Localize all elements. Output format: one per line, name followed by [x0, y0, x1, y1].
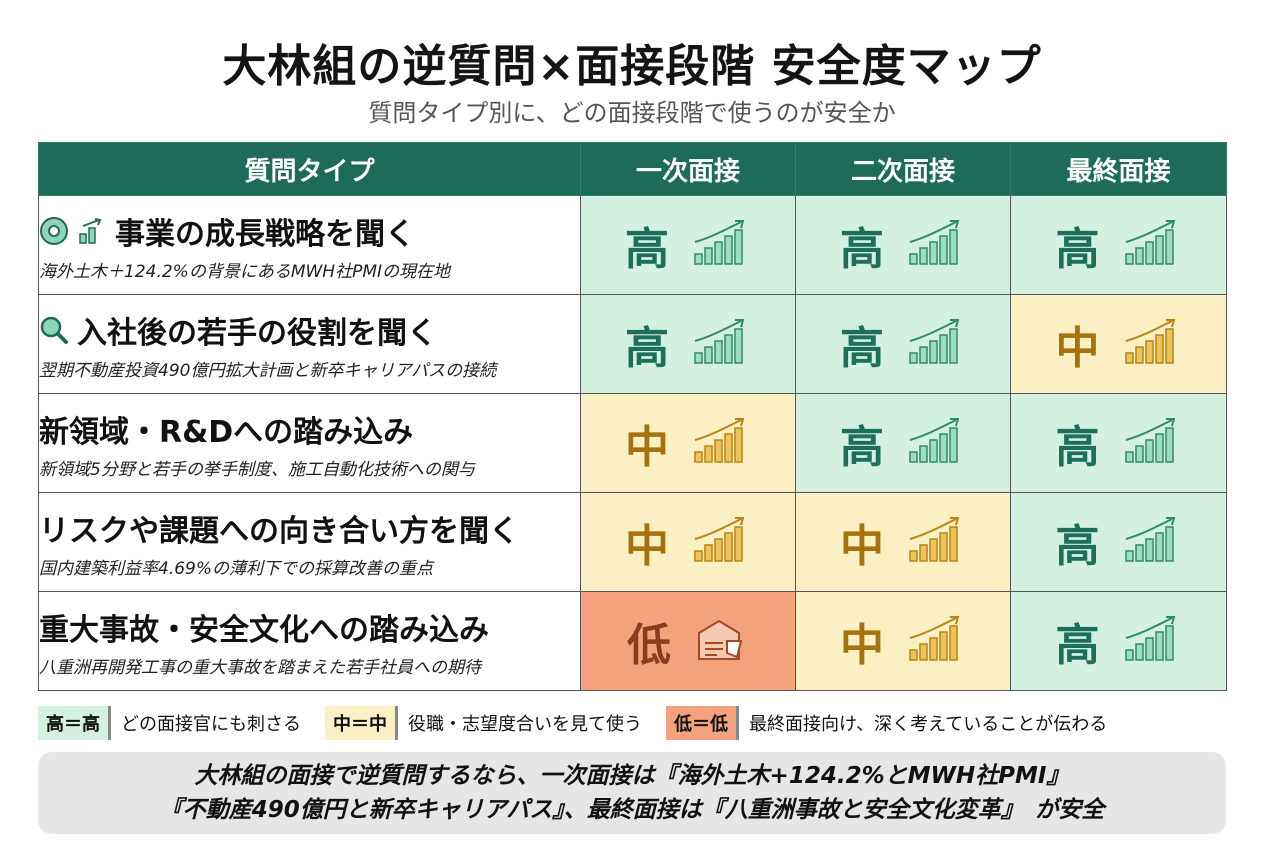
bar-chart-icon: [691, 317, 751, 371]
level-label: 中: [625, 422, 669, 473]
level-cell-second: 高: [795, 393, 1011, 493]
question-detail: 海外土木＋124.2%の背景にあるMWH社PMIの現在地: [39, 261, 451, 282]
question-type-cell: 新領域・R&Dへの踏み込み新領域5分野と若手の挙手制度、施工自動化技術への関与: [38, 393, 581, 493]
legend: 高＝高 どの面接官にも刺さる 中＝中 役職・志望度合いを見て使う 低＝低 最終面…: [38, 706, 1226, 740]
question-title: リスクや課題への向き合い方を聞く: [39, 513, 519, 549]
question-detail: 八重洲再開発工事の重大事故を踏まえた若手社員への期待: [39, 657, 481, 678]
question-type-cell: 事業の成長戦略を聞く海外土木＋124.2%の背景にあるMWH社PMIの現在地: [38, 195, 581, 295]
level-label: 高: [840, 422, 884, 473]
disc-icon: [39, 216, 69, 246]
column-header-final-interview: 最終面接: [1010, 142, 1227, 196]
legend-chip-high: 高＝高: [38, 706, 111, 740]
summary-line-1: 大林組の面接で逆質問するなら、一次面接は『海外土木+124.2%とMWH社PMI…: [194, 763, 1070, 789]
level-cell-first: 高: [580, 195, 796, 295]
question-title: 入社後の若手の役割を聞く: [77, 315, 437, 351]
level-label: 高: [1055, 620, 1100, 671]
column-header-first-interview: 一次面接: [580, 142, 796, 196]
bar-chart-icon: [1122, 515, 1182, 569]
question-title: 重大事故・安全文化への踏み込み: [39, 612, 489, 648]
level-label: 中: [840, 620, 884, 671]
question-type-cell: 重大事故・安全文化への踏み込み八重洲再開発工事の重大事故を踏まえた若手社員への期…: [38, 591, 581, 691]
summary-line-2: 『不動産490億円と新卒キャリアパス』、最終面接は『八重洲事故と安全文化変革』 …: [159, 797, 1105, 823]
level-label: 中: [1055, 323, 1100, 374]
question-title: 新領域・R&Dへの踏み込み: [39, 414, 414, 450]
bar-chart-icon: [1122, 317, 1182, 371]
level-label: 高: [1055, 521, 1100, 572]
level-label: 高: [625, 224, 669, 275]
summary-box: 大林組の面接で逆質問するなら、一次面接は『海外土木+124.2%とMWH社PMI…: [38, 752, 1226, 834]
legend-desc-low: 最終面接向け、深く考えていることが伝わる: [749, 714, 1108, 735]
level-label: 高: [1055, 422, 1100, 473]
table-row: 事業の成長戦略を聞く 海外土木＋124.2%の背景にあるMWH社PMIの現在地高高…: [38, 195, 1227, 295]
search-icon: [39, 315, 69, 345]
legend-chip-low: 低＝低: [666, 706, 739, 740]
legend-item-mid: 中＝中 役職・志望度合いを見て使う: [325, 706, 642, 740]
question-heading: 新領域・R&Dへの踏み込み: [39, 407, 580, 451]
growth-chart-icon: [77, 216, 107, 246]
question-heading: 入社後の若手の役割を聞く: [39, 308, 580, 352]
level-label: 高: [840, 323, 884, 374]
bar-chart-icon: [906, 317, 966, 371]
legend-item-low: 低＝低 最終面接向け、深く考えていることが伝わる: [666, 706, 1107, 740]
legend-desc-high: どの面接官にも刺さる: [121, 714, 301, 735]
level-cell-final: 高: [1010, 492, 1227, 592]
bar-chart-icon: [1122, 416, 1182, 470]
table-row: 新領域・R&Dへの踏み込み 新領域5分野と若手の挙手制度、施工自動化技術への関与中…: [38, 393, 1227, 493]
page-title: 大林組の逆質問×面接段階 安全度マップ: [222, 41, 1042, 92]
safety-map-table: 質問タイプ 一次面接 二次面接 最終面接 事業の成長戦略を聞く海外土木＋124.…: [38, 142, 1227, 691]
level-cell-final: 高: [1010, 195, 1227, 295]
level-label: 中: [840, 521, 884, 572]
table-row: 入社後の若手の役割を聞く翌期不動産投資490億円拡大計画と新卒キャリアパスの接続…: [38, 294, 1227, 394]
document-icon: [693, 615, 749, 667]
question-type-cell: リスクや課題への向き合い方を聞く国内建築利益率4.69%の薄利下での採算改善の重…: [38, 492, 581, 592]
question-detail: 翌期不動産投資490億円拡大計画と新卒キャリアパスの接続: [39, 360, 497, 381]
question-type-cell: 入社後の若手の役割を聞く翌期不動産投資490億円拡大計画と新卒キャリアパスの接続: [38, 294, 581, 394]
bar-chart-icon: [906, 416, 966, 470]
question-title: 事業の成長戦略を聞く: [115, 216, 415, 252]
bar-chart-icon: [691, 218, 751, 272]
bar-chart-icon: [1122, 218, 1182, 272]
question-heading: 事業の成長戦略を聞く: [39, 209, 580, 253]
level-cell-second: 高: [795, 294, 1011, 394]
bar-chart-icon: [1122, 614, 1182, 668]
legend-item-high: 高＝高 どの面接官にも刺さる: [38, 706, 301, 740]
bar-chart-icon: [906, 218, 966, 272]
level-cell-first: 中: [580, 492, 796, 592]
level-label: 中: [625, 521, 669, 572]
legend-desc-mid: 役職・志望度合いを見て使う: [408, 714, 642, 735]
question-heading: リスクや課題への向き合い方を聞く: [39, 506, 580, 550]
table-header-row: 質問タイプ 一次面接 二次面接 最終面接: [38, 142, 1227, 196]
level-cell-final: 高: [1010, 393, 1227, 493]
level-cell-first: 中: [580, 393, 796, 493]
page-subtitle: 質問タイプ別に、どの面接段階で使うのが安全か: [368, 99, 896, 127]
table-row: 重大事故・安全文化への踏み込み八重洲再開発工事の重大事故を踏まえた若手社員への期…: [38, 591, 1227, 691]
bar-chart-icon: [691, 416, 751, 470]
level-label: 低: [627, 620, 671, 671]
question-detail: 新領域5分野と若手の挙手制度、施工自動化技術への関与: [39, 459, 475, 480]
table-row: リスクや課題への向き合い方を聞く国内建築利益率4.69%の薄利下での採算改善の重…: [38, 492, 1227, 592]
level-cell-first: 高: [580, 294, 796, 394]
bar-chart-icon: [906, 515, 966, 569]
column-header-question-type: 質問タイプ: [38, 142, 581, 196]
question-detail: 国内建築利益率4.69%の薄利下での採算改善の重点: [39, 558, 434, 579]
level-cell-second: 高: [795, 195, 1011, 295]
level-cell-second: 中: [795, 591, 1011, 691]
bar-chart-icon: [691, 515, 751, 569]
column-header-second-interview: 二次面接: [795, 142, 1011, 196]
level-label: 高: [840, 224, 884, 275]
level-label: 高: [1055, 224, 1100, 275]
level-cell-second: 中: [795, 492, 1011, 592]
level-cell-final: 中: [1010, 294, 1227, 394]
level-cell-final: 高: [1010, 591, 1227, 691]
question-heading: 重大事故・安全文化への踏み込み: [39, 605, 580, 649]
level-label: 高: [625, 323, 669, 374]
bar-chart-icon: [906, 614, 966, 668]
legend-chip-mid: 中＝中: [325, 706, 398, 740]
level-cell-first: 低: [580, 591, 796, 691]
